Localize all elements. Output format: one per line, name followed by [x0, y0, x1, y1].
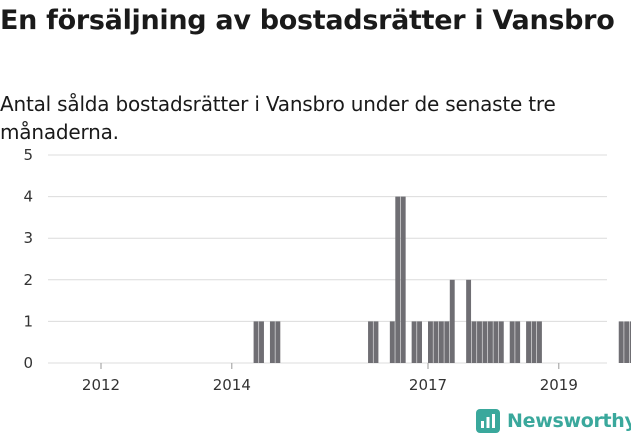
x-tick-label: 2019 [540, 376, 578, 394]
bar [629, 321, 631, 363]
bar [537, 321, 542, 363]
newsworthy-logo-text: Newsworthy [507, 410, 631, 432]
bar [466, 279, 472, 363]
bar [253, 321, 259, 363]
bar [395, 196, 401, 363]
chart-subtitle: Antal sålda bostadsrätter i Vansbro unde… [0, 92, 556, 144]
bar [498, 321, 504, 363]
y-tick-label: 2 [23, 271, 33, 289]
y-tick-label: 1 [23, 312, 33, 330]
bar [526, 321, 531, 363]
x-tick-label: 2017 [409, 376, 447, 394]
bar [428, 321, 433, 363]
x-axis-ticks: 201220142017201920222024 [82, 363, 578, 394]
x-tick-label: 2012 [82, 376, 120, 394]
x-tick-label: 2014 [213, 376, 251, 394]
bar [269, 321, 275, 363]
bar [275, 321, 281, 363]
bar [471, 321, 477, 363]
y-tick-label: 5 [23, 146, 33, 164]
newsworthy-logo-icon [476, 409, 500, 433]
chart-title: En försäljning av bostadsrätter i Vansbr… [0, 5, 615, 36]
bar [433, 321, 439, 363]
bar [417, 321, 422, 363]
y-tick-label: 0 [23, 354, 33, 372]
bar [438, 321, 444, 363]
bar [509, 321, 515, 363]
bar [400, 196, 406, 363]
bar [482, 321, 488, 363]
bar [389, 321, 395, 363]
bar [444, 321, 450, 363]
bar [373, 321, 379, 363]
bar [531, 321, 537, 363]
y-axis-ticks: 0 1 2 3 4 5 [23, 146, 33, 372]
y-tick-label: 3 [23, 229, 33, 247]
bar [487, 321, 493, 363]
bar [259, 321, 264, 363]
bar [477, 321, 482, 363]
newsworthy-logo: Newsworthy [476, 409, 631, 433]
bar [411, 321, 417, 363]
bar [624, 321, 630, 363]
y-tick-label: 4 [23, 188, 33, 206]
bar [618, 321, 624, 363]
bar [515, 321, 521, 363]
bars [253, 196, 631, 363]
bar [449, 279, 455, 363]
grid-lines [48, 154, 607, 364]
bar [368, 321, 373, 363]
bar [493, 321, 499, 363]
